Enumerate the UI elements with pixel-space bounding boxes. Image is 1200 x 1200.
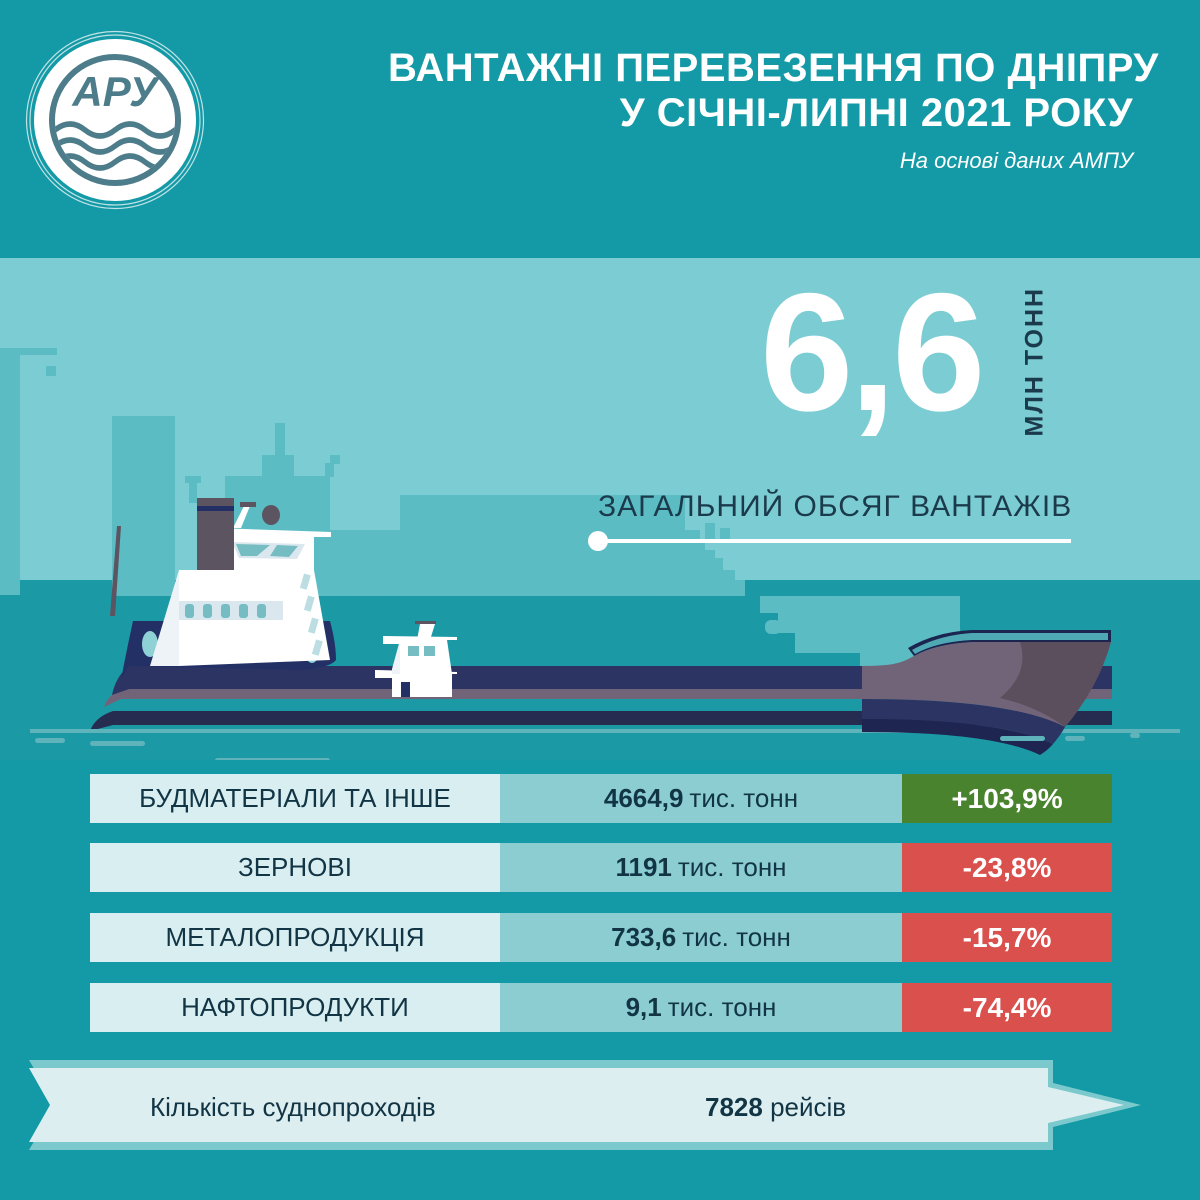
svg-text:АРУ: АРУ [71, 68, 161, 115]
